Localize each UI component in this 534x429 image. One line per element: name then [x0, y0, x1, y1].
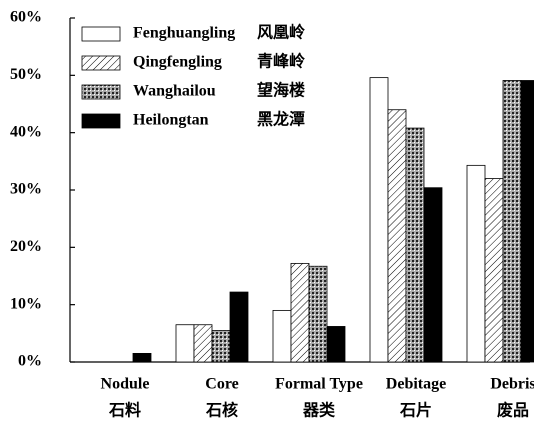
- bar: [369, 77, 389, 363]
- legend-label: Qingfengling: [133, 54, 222, 71]
- legend-swatch: [81, 113, 121, 129]
- bar: [193, 324, 213, 363]
- x-tick-label: Debitage: [386, 376, 446, 393]
- y-tick-label: 20%: [10, 238, 42, 255]
- legend-label: Fenghuangling: [133, 25, 235, 42]
- x-tick-label: 石核: [205, 401, 238, 420]
- x-tick-label: Formal Type: [275, 376, 363, 393]
- bar: [211, 330, 231, 363]
- legend-label: Wanghailou: [133, 83, 216, 100]
- x-tick-label: 石片: [399, 401, 432, 420]
- bar: [175, 324, 195, 363]
- legend-swatch: [81, 84, 121, 100]
- x-tick-label: Debris: [490, 376, 534, 393]
- bar: [272, 309, 292, 363]
- x-tick-label: Nodule: [101, 376, 150, 393]
- y-tick-label: 0%: [18, 353, 42, 370]
- bar: [326, 326, 346, 363]
- bar: [423, 187, 443, 363]
- x-tick-label: 器类: [302, 401, 336, 420]
- bar: [290, 262, 310, 363]
- legend-swatch: [81, 55, 121, 71]
- legend-label: Heilongtan: [133, 112, 209, 129]
- bar: [466, 164, 486, 363]
- y-tick-label: 40%: [10, 123, 42, 140]
- y-tick-label: 10%: [10, 295, 42, 312]
- legend-label-zh: 望海楼: [257, 81, 305, 100]
- bar: [405, 127, 425, 363]
- y-tick-label: 50%: [10, 66, 42, 83]
- x-tick-label: Core: [205, 376, 238, 393]
- bar: [132, 352, 152, 363]
- y-tick-label: 60%: [10, 9, 42, 26]
- bar: [520, 80, 534, 363]
- y-tick-label: 30%: [10, 181, 42, 198]
- bar: [387, 109, 407, 363]
- x-tick-label: 废品: [497, 401, 529, 420]
- x-tick-label: 石料: [108, 401, 141, 420]
- bar: [484, 178, 504, 363]
- legend-swatch: [81, 26, 121, 42]
- bar: [502, 80, 522, 363]
- bar: [229, 291, 249, 363]
- legend-label-zh: 青峰岭: [257, 52, 305, 71]
- bar: [308, 265, 328, 363]
- legend-label-zh: 风凰岭: [257, 23, 305, 42]
- legend-label-zh: 黑龙潭: [257, 110, 305, 129]
